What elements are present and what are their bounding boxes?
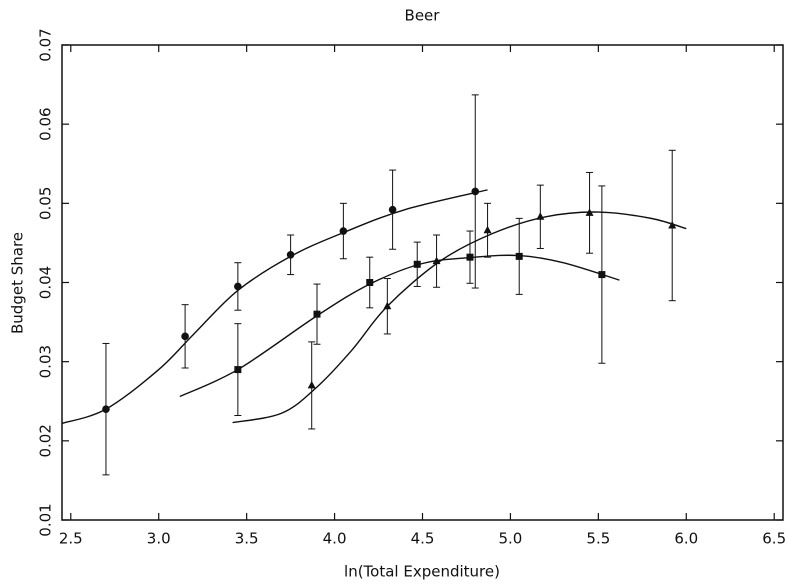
x-tick-label: 5.5 [586,530,610,548]
x-tick-label: 6.5 [762,530,786,548]
data-point [102,405,110,413]
x-tick-label: 3.0 [147,530,171,548]
chart-title: Beer [405,7,441,25]
y-tick-label: 0.02 [37,424,55,457]
fit-curve [232,211,687,424]
fit-curve [179,254,620,398]
y-axis-label: Budget Share [9,232,27,334]
data-point [483,225,492,234]
x-tick-label: 2.5 [59,530,83,548]
data-point [234,366,242,374]
data-point [307,380,316,389]
data-point [339,227,348,235]
y-tick-label: 0.06 [37,107,55,140]
fit-curve [61,189,488,425]
data-point [432,256,441,265]
y-tick-label: 0.01 [37,503,55,536]
data-point [598,271,606,279]
data-point [536,212,545,220]
y-tick-label: 0.03 [37,345,55,378]
y-tick-label: 0.05 [37,187,55,220]
x-tick-label: 6.0 [674,530,698,548]
data-point [181,332,189,341]
data-point [366,279,374,286]
x-tick-label: 4.0 [323,530,347,548]
data-point [466,253,474,261]
y-tick-label: 0.04 [37,266,55,299]
plot-frame [61,44,784,521]
y-tick-label: 0.07 [37,28,55,61]
x-axis-label: ln(Total Expenditure) [344,563,500,581]
data-point [388,205,397,214]
data-point [515,252,523,260]
data-point [413,260,421,268]
x-tick-label: 5.0 [498,530,522,548]
x-tick-label: 3.5 [235,530,259,548]
data-point [234,282,242,291]
data-point [668,221,677,229]
x-tick-label: 4.5 [411,530,435,548]
data-point [471,187,480,196]
data-point [585,208,594,216]
data-point [383,301,392,310]
data-point [313,310,321,318]
data-point [286,250,295,259]
